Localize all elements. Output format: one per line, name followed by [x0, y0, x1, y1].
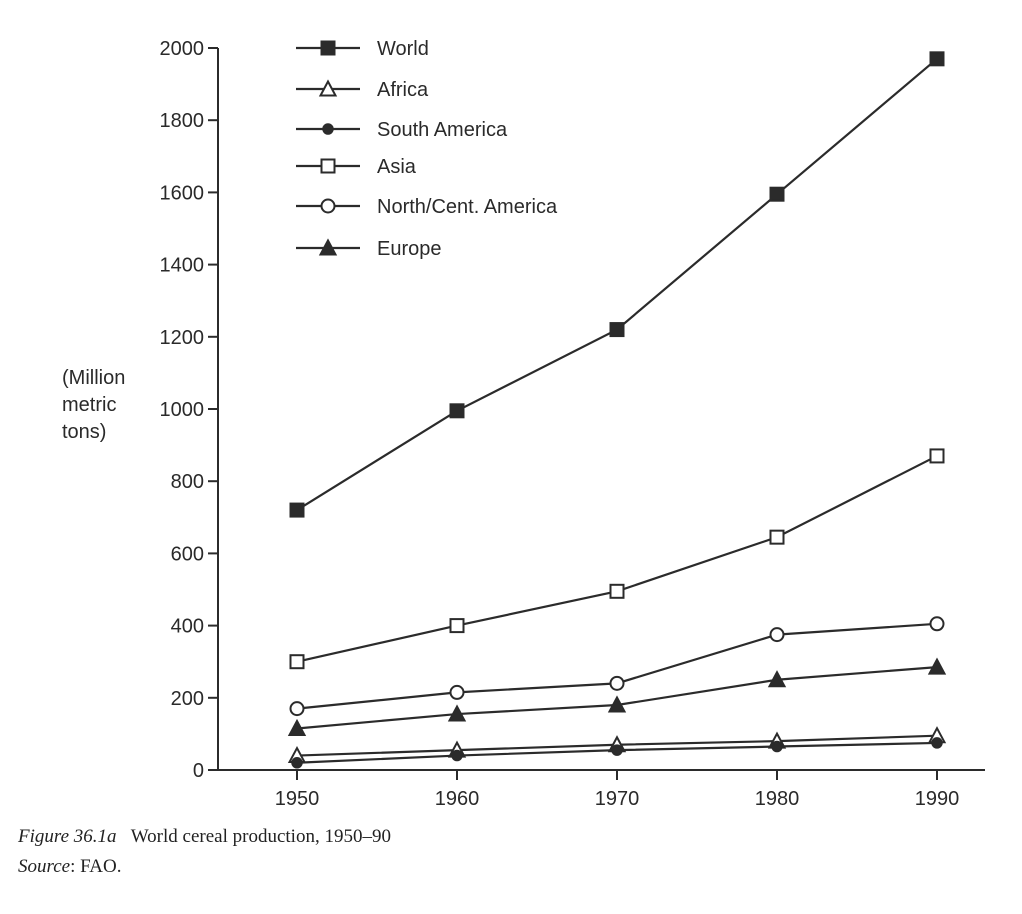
marker [769, 529, 785, 545]
legend-label: North/Cent. America [377, 196, 558, 218]
y-tick-label: 1400 [160, 255, 205, 277]
marker [289, 502, 305, 518]
series-world [289, 51, 945, 518]
y-tick-label: 0 [193, 760, 204, 782]
marker [769, 627, 785, 643]
marker [927, 657, 947, 675]
y-tick-label: 400 [171, 616, 204, 638]
x-tick-label: 1950 [275, 788, 320, 810]
marker [449, 403, 465, 419]
y-tick-label: 200 [171, 688, 204, 710]
figure-source: Source: FAO. [18, 856, 121, 878]
marker [318, 79, 338, 97]
marker [771, 740, 783, 753]
series-europe [287, 657, 947, 736]
marker [607, 695, 627, 713]
marker [287, 718, 307, 736]
y-tick-label: 1800 [160, 110, 205, 132]
marker [929, 616, 945, 632]
x-tick-label: 1980 [755, 788, 800, 810]
marker [609, 675, 625, 691]
axes: 0 200 400 600 800 1000 1200 1400 1600 1800 2000 195… [160, 38, 985, 810]
legend-entry: North/Cent. America [296, 196, 558, 218]
y-tick-label: 1000 [160, 399, 205, 421]
marker [767, 670, 787, 688]
marker [609, 322, 625, 338]
legend-entry: Africa [296, 79, 429, 101]
series-layer [287, 51, 947, 769]
marker [769, 186, 785, 202]
marker [929, 51, 945, 67]
figure-title: World cereal production, 1950–90 [130, 826, 391, 847]
y-tick-label: 1600 [160, 182, 205, 204]
marker [609, 583, 625, 599]
marker [931, 737, 943, 749]
legend-entry: Asia [296, 156, 417, 178]
marker [320, 198, 336, 214]
marker [289, 701, 305, 717]
figure-caption: Figure 36.1a World cereal production, 19… [18, 826, 391, 848]
legend-label: South America [377, 119, 508, 141]
y-tick-label: 2000 [160, 38, 205, 60]
marker [322, 123, 334, 135]
marker [318, 238, 338, 256]
source-text: : FAO. [70, 856, 122, 877]
x-tick-label: 1990 [915, 788, 960, 810]
marker [929, 448, 945, 464]
figure-label: Figure 36.1a [18, 826, 117, 847]
legend: World Africa South America Asia North/Cent. … [296, 38, 558, 260]
legend-entry: South America [296, 119, 508, 141]
series-south-america [291, 737, 943, 769]
marker [611, 744, 623, 756]
marker [449, 684, 465, 700]
marker [291, 757, 303, 769]
legend-entry: Europe [296, 238, 442, 260]
x-tick-label: 1970 [595, 788, 640, 810]
x-tick-label: 1960 [435, 788, 480, 810]
series-asia [289, 448, 945, 670]
marker [289, 654, 305, 670]
marker [320, 158, 336, 174]
y-tick-label: 800 [171, 471, 204, 493]
y-tick-label: 1200 [160, 327, 205, 349]
legend-label: World [377, 38, 429, 60]
source-label: Source [18, 856, 71, 877]
y-axis-label: (Million metric tons) [62, 367, 125, 443]
legend-entry: World [296, 38, 429, 60]
legend-label: Asia [377, 156, 417, 178]
marker [320, 40, 336, 56]
y-label-line: tons) [62, 421, 106, 443]
y-label-line: metric [62, 394, 116, 416]
legend-label: Africa [377, 79, 429, 101]
marker [447, 704, 467, 722]
y-tick-label: 600 [171, 543, 204, 565]
series-north-cent-america [289, 616, 945, 717]
marker [449, 618, 465, 634]
y-label-line: (Million [62, 367, 125, 389]
legend-label: Europe [377, 238, 442, 260]
marker [451, 749, 463, 762]
